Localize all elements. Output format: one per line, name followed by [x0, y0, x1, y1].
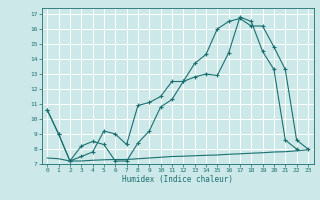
X-axis label: Humidex (Indice chaleur): Humidex (Indice chaleur) [122, 175, 233, 184]
